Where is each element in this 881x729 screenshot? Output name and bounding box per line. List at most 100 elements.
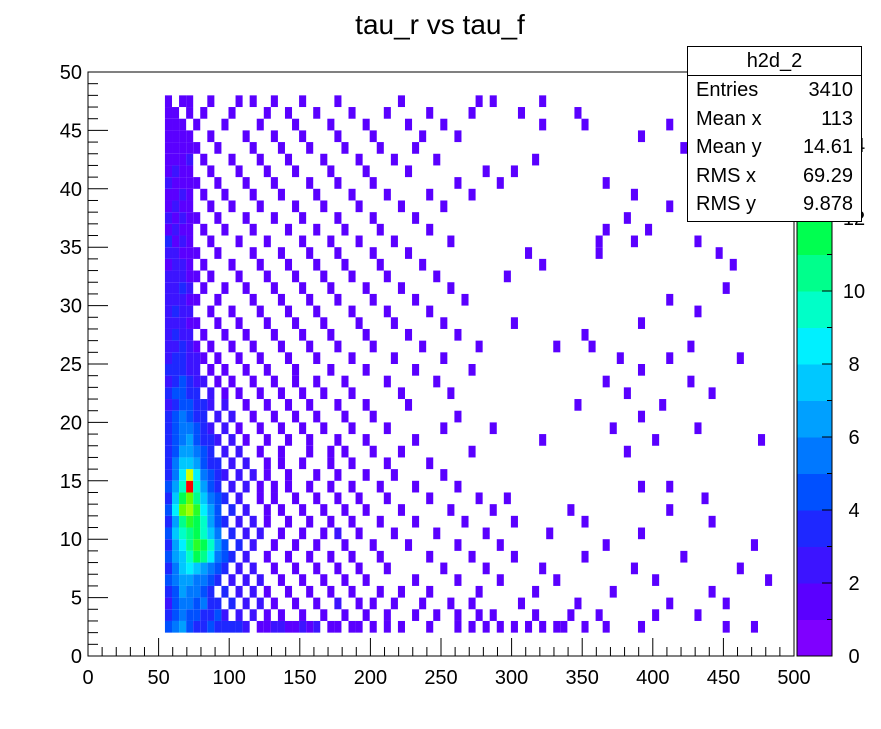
heatmap-cell: [320, 317, 328, 329]
heatmap-cell: [404, 328, 413, 341]
heatmap-cell: [609, 422, 617, 435]
heatmap-cell: [292, 165, 300, 178]
heatmap-cell: [256, 153, 264, 166]
heatmap-cell: [299, 527, 307, 540]
heatmap-cell: [164, 410, 173, 423]
heatmap-cell: [179, 258, 187, 271]
heatmap-cell: [320, 153, 328, 166]
heatmap-cell: [320, 387, 328, 400]
heatmap-cell: [242, 457, 250, 470]
heatmap-cell: [186, 597, 194, 610]
palette-swatch: [797, 364, 832, 401]
heatmap-cell: [186, 515, 194, 528]
heatmap-cell: [164, 562, 173, 575]
heatmap-cell: [228, 527, 236, 540]
x-tick-label: 500: [777, 667, 810, 689]
heatmap-cell: [179, 469, 187, 481]
x-tick-label: 200: [354, 667, 387, 689]
heatmap-cell: [164, 620, 173, 633]
heatmap-cell: [637, 480, 646, 493]
heatmap-cell: [468, 188, 476, 201]
heatmap-cell: [207, 305, 215, 318]
heatmap-cell: [193, 574, 201, 586]
heatmap-cell: [412, 293, 420, 306]
heatmap-cell: [574, 399, 582, 411]
heatmap-cell: [186, 539, 194, 551]
heatmap-cell: [369, 445, 377, 458]
heatmap-cell: [588, 340, 596, 353]
x-tick-label: 50: [147, 667, 169, 689]
heatmap-cell: [623, 387, 631, 400]
palette-swatch: [797, 254, 832, 292]
heatmap-cell: [299, 504, 307, 516]
heatmap-cell: [327, 445, 335, 458]
heatmap-cell: [214, 527, 222, 540]
heatmap-cell: [200, 550, 208, 563]
heatmap-cell: [397, 200, 405, 213]
heatmap-cell: [179, 410, 187, 423]
heatmap-cell: [440, 469, 448, 481]
heatmap-cell: [595, 235, 603, 248]
heatmap-cell: [207, 165, 215, 178]
heatmap-cell: [313, 469, 321, 481]
heatmap-cell: [228, 434, 236, 446]
heatmap-cell: [270, 620, 278, 633]
heatmap-cell: [348, 480, 356, 493]
heatmap-cell: [637, 317, 646, 329]
heatmap-cell: [164, 550, 173, 563]
heatmap-cell: [383, 492, 391, 505]
heatmap-cell: [313, 305, 321, 318]
heatmap-cell: [256, 597, 264, 610]
heatmap-cell: [207, 469, 215, 481]
heatmap-cell: [433, 375, 441, 388]
heatmap-cell: [221, 399, 229, 411]
heatmap-cell: [334, 492, 342, 505]
heatmap-cell: [397, 95, 405, 108]
heatmap-cell: [546, 527, 554, 540]
heatmap-cell: [263, 620, 271, 633]
heatmap-cell: [242, 177, 250, 189]
heatmap-cell: [249, 95, 257, 108]
heatmap-cell: [489, 422, 497, 435]
heatmap-cell: [249, 247, 257, 259]
heatmap-cell: [404, 399, 413, 411]
heatmap-cell: [454, 609, 462, 621]
heatmap-cell: [179, 375, 187, 388]
heatmap-cell: [334, 177, 342, 189]
heatmap-cell: [348, 515, 356, 528]
heatmap-cell: [172, 177, 180, 189]
heatmap-cell: [517, 107, 526, 119]
heatmap-cell: [292, 492, 300, 505]
heatmap-cell: [341, 539, 349, 551]
heatmap-cell: [193, 270, 201, 283]
heatmap-cell: [200, 107, 208, 119]
heatmap-cell: [277, 340, 285, 353]
heatmap-cell: [277, 574, 285, 586]
heatmap-cell: [362, 609, 370, 621]
x-tick-label: 350: [566, 667, 599, 689]
heatmap-cell: [164, 317, 173, 329]
heatmap-cell: [186, 422, 194, 435]
heatmap-cell: [179, 492, 187, 505]
heatmap-cell: [376, 550, 384, 563]
heatmap-cell: [200, 328, 208, 341]
heatmap-cell: [256, 574, 264, 586]
heatmap-cell: [334, 620, 342, 633]
heatmap-cell: [207, 95, 215, 108]
heatmap-cell: [496, 574, 504, 586]
z-tick-label: 0: [848, 646, 859, 668]
heatmap-cell: [539, 258, 547, 271]
heatmap-cell: [539, 562, 547, 575]
palette-swatch: [797, 510, 832, 547]
heatmap-cell: [383, 457, 391, 470]
heatmap-cell: [164, 539, 173, 551]
heatmap-cell: [630, 188, 638, 201]
y-tick-label: 25: [60, 354, 82, 376]
heatmap-cell: [179, 223, 187, 236]
heatmap-cell: [256, 118, 264, 131]
heatmap-cell: [164, 364, 173, 376]
heatmap-cell: [383, 107, 391, 119]
heatmap-cell: [292, 364, 300, 376]
heatmap-cell: [164, 282, 173, 294]
heatmap-cell: [235, 492, 243, 505]
